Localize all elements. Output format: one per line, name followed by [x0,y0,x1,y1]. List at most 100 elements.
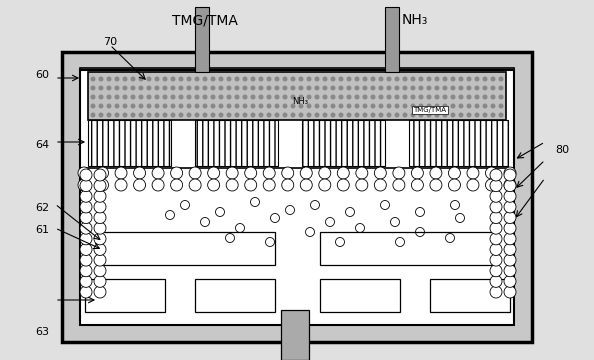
Circle shape [203,85,207,90]
Circle shape [152,167,164,179]
Circle shape [179,77,184,81]
Circle shape [339,85,343,90]
Circle shape [203,112,207,117]
Circle shape [152,179,164,191]
Circle shape [482,94,488,99]
Circle shape [387,85,391,90]
Circle shape [490,265,502,277]
Circle shape [466,104,472,108]
Circle shape [443,94,447,99]
Bar [430,279,510,312]
Circle shape [251,77,255,81]
Circle shape [466,112,472,117]
Circle shape [274,112,280,117]
Circle shape [323,94,327,99]
Circle shape [138,94,144,99]
Circle shape [299,112,304,117]
Circle shape [299,104,304,108]
Circle shape [106,104,112,108]
Circle shape [323,104,327,108]
Circle shape [203,77,207,81]
Circle shape [387,104,391,108]
Text: NH₃: NH₃ [402,13,428,27]
Circle shape [99,94,103,99]
Circle shape [491,112,495,117]
Circle shape [362,112,368,117]
Circle shape [226,94,232,99]
Circle shape [394,112,400,117]
Bar [409,120,508,166]
Circle shape [504,201,516,213]
Circle shape [263,179,275,191]
Circle shape [78,167,90,179]
Circle shape [80,222,92,234]
Circle shape [122,94,128,99]
Circle shape [226,179,238,191]
Circle shape [482,85,488,90]
Circle shape [355,77,359,81]
Circle shape [78,179,90,191]
Circle shape [419,77,424,81]
Circle shape [504,179,516,191]
Circle shape [131,85,135,90]
Circle shape [300,179,312,191]
Circle shape [94,169,106,181]
Circle shape [450,104,456,108]
Circle shape [242,94,248,99]
Text: 60: 60 [35,70,49,80]
Circle shape [242,112,248,117]
Bar [195,279,275,312]
Circle shape [258,85,264,90]
Circle shape [466,94,472,99]
Circle shape [504,243,516,256]
Circle shape [434,112,440,117]
Circle shape [410,77,415,81]
Circle shape [419,112,424,117]
Bar [195,7,209,72]
Circle shape [179,94,184,99]
Circle shape [394,104,400,108]
Circle shape [450,94,456,99]
Circle shape [170,167,182,179]
Circle shape [170,85,175,90]
Circle shape [346,104,352,108]
Circle shape [251,112,255,117]
Circle shape [403,94,407,99]
Circle shape [131,112,135,117]
Circle shape [242,77,248,81]
Circle shape [490,212,502,224]
Circle shape [314,104,320,108]
Circle shape [163,94,168,99]
Circle shape [154,104,160,108]
Circle shape [314,112,320,117]
Circle shape [138,104,144,108]
Circle shape [282,179,294,191]
Circle shape [94,180,106,192]
Circle shape [94,265,106,277]
Circle shape [323,85,327,90]
Circle shape [187,94,191,99]
Circle shape [356,167,368,179]
Circle shape [210,94,216,99]
Circle shape [94,190,106,202]
Circle shape [299,85,304,90]
Circle shape [170,179,182,191]
Circle shape [394,85,400,90]
Circle shape [187,112,191,117]
Circle shape [242,85,248,90]
Circle shape [267,85,271,90]
Circle shape [430,167,442,179]
Circle shape [450,112,456,117]
Circle shape [122,85,128,90]
Circle shape [131,104,135,108]
Circle shape [258,112,264,117]
Circle shape [362,85,368,90]
Text: TMG/TMA: TMG/TMA [172,13,238,27]
Circle shape [314,77,320,81]
Circle shape [210,77,216,81]
Circle shape [346,112,352,117]
Circle shape [371,77,375,81]
Circle shape [194,112,200,117]
Circle shape [459,77,463,81]
Circle shape [219,112,223,117]
